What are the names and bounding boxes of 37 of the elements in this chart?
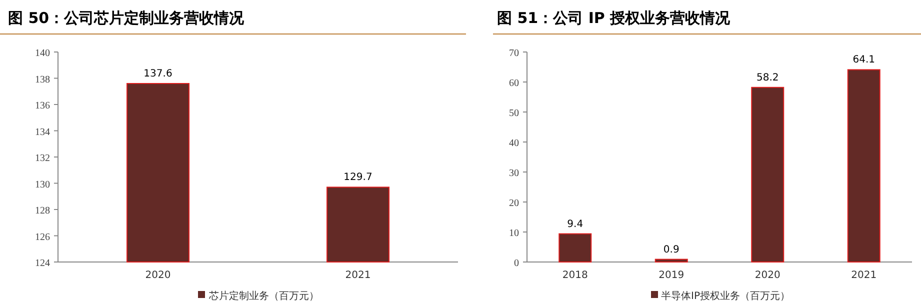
y-tick-label: 60 — [509, 78, 519, 89]
legend-label: 半导体IP授权业务（百万元） — [661, 290, 790, 302]
x-tick-label: 2021 — [851, 270, 877, 281]
x-tick-label: 2019 — [658, 270, 684, 281]
y-tick-label: 134 — [35, 126, 50, 138]
y-tick-label: 136 — [35, 100, 50, 112]
y-tick-label: 50 — [509, 108, 519, 119]
x-tick-label: 2020 — [145, 270, 171, 281]
y-tick-label: 0 — [514, 258, 519, 269]
y-tick-label: 130 — [35, 179, 50, 190]
y-tick-label: 40 — [509, 138, 519, 149]
bar — [847, 69, 880, 262]
data-label: 129.7 — [344, 172, 372, 184]
x-tick-label: 2020 — [754, 270, 780, 281]
y-tick-label: 10 — [509, 228, 519, 239]
data-label: 0.9 — [663, 244, 680, 256]
y-tick-label: 70 — [509, 48, 519, 59]
x-tick-label: 2021 — [345, 270, 371, 281]
data-label: 137.6 — [144, 68, 172, 80]
x-tick-label: 2018 — [562, 270, 588, 281]
data-label: 9.4 — [567, 218, 584, 230]
data-label: 58.2 — [756, 72, 779, 84]
y-tick-label: 124 — [35, 258, 50, 269]
y-tick-label: 132 — [35, 153, 50, 164]
y-tick-label: 126 — [35, 232, 50, 243]
y-tick-label: 128 — [35, 206, 50, 216]
legend-label: 芯片定制业务（百万元） — [208, 290, 319, 302]
bar — [751, 86, 784, 262]
bar — [558, 233, 592, 262]
chart-title: 图 51：公司 IP 授权业务营收情况 — [497, 9, 732, 27]
bar — [654, 258, 688, 262]
data-label: 64.1 — [852, 54, 876, 66]
chart-title: 图 50：公司芯片定制业务营收情况 — [8, 9, 246, 27]
y-tick-label: 30 — [509, 168, 519, 179]
y-tick-label: 140 — [35, 48, 50, 59]
y-tick-label: 20 — [509, 198, 519, 209]
y-tick-label: 138 — [35, 74, 50, 86]
